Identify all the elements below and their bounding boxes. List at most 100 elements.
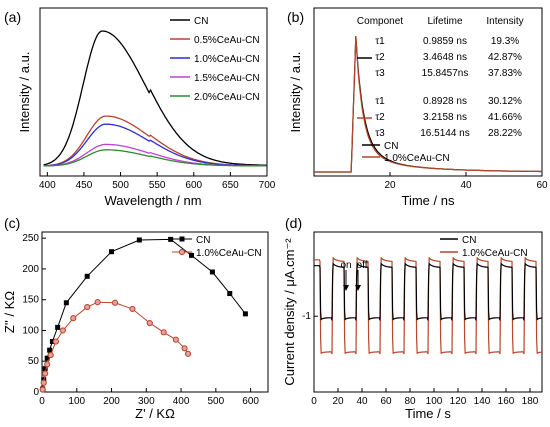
panel-d-legend-label: CN <box>462 235 476 246</box>
panel-c-data-point <box>184 350 192 357</box>
panel-c-x-tick-label: 100 <box>68 396 85 407</box>
panel-c-legend-marker <box>179 236 185 242</box>
panel-c-xlabel: Z' / KΩ <box>135 406 175 421</box>
panel-b-table-cell: 15.8457ns <box>422 68 469 79</box>
panel-a-legend-label: 1.5%CeAu-CN <box>194 73 260 84</box>
panel-c-plot <box>39 236 248 393</box>
panel-b-legend: CN1.0%CeAu-CN <box>362 141 450 164</box>
panel-a-x-tick-label: 650 <box>222 180 239 191</box>
panel-b-table-cell: 0.8928 ns <box>423 96 467 107</box>
panel-c-data-point <box>146 319 153 327</box>
panel-b-table-cell: τ2 <box>375 52 385 63</box>
panel-c-x-tick-label: 300 <box>138 396 155 407</box>
panel-d-series-line <box>314 256 542 355</box>
panel-c-data-point <box>59 327 66 334</box>
panel-d-x-tick-label: 160 <box>498 396 515 407</box>
panel-d-label: (d) <box>285 215 302 231</box>
panel-d-annotation-off: off <box>357 260 368 271</box>
panel-c-data-point <box>39 386 46 393</box>
panel-c-y-tick-label: 250 <box>22 233 39 244</box>
panel-c-data-point <box>109 249 115 255</box>
panel-b-table-cell: 0.9859 ns <box>423 36 467 47</box>
panel-c-data-point <box>168 236 174 242</box>
panel-d-xlabel: Time / s <box>405 406 451 421</box>
panel-b-plot <box>314 35 542 173</box>
panel-b-table-cell: τ2 <box>375 112 385 123</box>
panel-c-data-point <box>47 351 54 359</box>
panel-b-legend-label: 1.0%CeAu-CN <box>384 153 450 164</box>
panel-a-legend: CN 0.5%CeAu-CN 1.0%CeAu-CN 1.5%CeAu-CN 2.0%C… <box>170 16 260 103</box>
panel-c-series-line <box>42 301 189 390</box>
panel-a-x-tick-label: 700 <box>259 180 276 191</box>
panel-b-table-cell: τ1 <box>375 36 385 47</box>
panel-c-y-tick-label: 200 <box>22 264 39 275</box>
panel-b-label: (b) <box>287 9 304 25</box>
panel-a-x-tick-label: 450 <box>76 180 93 191</box>
panel-d-x-tick-label: 100 <box>426 396 443 407</box>
panel-b-table-cell: 42.87% <box>488 52 522 63</box>
panel-c-x-tick-label: 200 <box>103 396 120 407</box>
panel-c-frame <box>41 231 269 393</box>
panel-c-data-point <box>42 370 49 377</box>
panel-c-data-point <box>129 305 136 313</box>
panel-c-data-point <box>44 361 51 368</box>
panel-a-legend-label: 1.0%CeAu-CN <box>194 54 260 65</box>
panel-d-x-tick-label: 0 <box>311 396 317 407</box>
panel-c-data-point <box>94 299 101 306</box>
panel-c-ylabel: Z'' / KΩ <box>2 291 17 333</box>
panel-a-series-line <box>43 143 267 167</box>
panel-c-data-point <box>70 315 77 322</box>
panel-b-table-cell: τ1 <box>375 96 385 107</box>
panel-d-arrowhead-off <box>355 285 361 291</box>
panel-c-data-point <box>42 366 48 372</box>
panel-d-frame <box>313 231 543 393</box>
panel-b-table-cell: 37.83% <box>488 68 522 79</box>
panel-a-x-axis: 400 450 500 550 600 650 700 <box>39 172 276 191</box>
panel-a-label: (a) <box>4 9 21 25</box>
panel-b-table-header: Componet <box>357 16 403 27</box>
panel-c-x-tick-label: 0 <box>39 396 45 407</box>
panel-d-x-tick-label: 40 <box>356 396 368 407</box>
panel-c-data-point <box>111 299 119 306</box>
panel-c-y-tick-label: 100 <box>22 325 39 336</box>
panel-d-y-tick-label: -1 <box>302 311 311 322</box>
panel-d-annotations: on off <box>340 260 368 291</box>
panel-b-table-cell: 3.4648 ns <box>423 52 467 63</box>
panel-a-series-line <box>43 149 267 167</box>
panel-b-table-cell: 3.2158 ns <box>423 112 467 123</box>
panel-a-x-tick-label: 550 <box>149 180 166 191</box>
panel-b-x-tick-label: 60 <box>536 180 548 191</box>
panel-b-legend-label: CN <box>384 141 398 152</box>
panel-c-data-point <box>40 379 47 386</box>
panel-b-table-cell: τ3 <box>375 128 385 139</box>
panel-a-ylabel: Intensity / a.u. <box>17 52 32 133</box>
panel-c-data-point <box>84 273 90 279</box>
panel-c-y-tick-label: 0 <box>33 387 39 398</box>
panel-d-axes: 0 20 40 60 80 100 120 140 160 180 -1 <box>302 311 539 407</box>
panel-d-arrowhead-on <box>343 285 349 291</box>
panel-c-x-tick-label: 400 <box>173 396 190 407</box>
panel-c-legend-marker <box>178 248 186 256</box>
panel-c-data-point <box>52 338 60 345</box>
panel-c-x-tick-label: 600 <box>242 396 259 407</box>
panel-c-y-tick-label: 50 <box>28 356 40 367</box>
panel-a: (a) 400 450 500 550 600 650 700 Wavelength / n… <box>4 7 276 208</box>
panel-b-table-cell: 30.12% <box>488 96 522 107</box>
panel-c-y-tick-label: 150 <box>22 295 39 306</box>
panel-b-table-cell: 16.5144 ns <box>420 128 470 139</box>
panel-c-x-tick-label: 500 <box>208 396 225 407</box>
panel-c-data-point <box>84 303 91 311</box>
panel-b-x-axis: 20 40 60 <box>384 172 548 191</box>
panel-a-series-line <box>43 115 267 167</box>
panel-d-x-tick-label: 140 <box>474 396 491 407</box>
panel-d-x-tick-label: 60 <box>380 396 392 407</box>
panel-d-x-tick-label: 20 <box>332 396 344 407</box>
panel-a-series-line <box>43 30 267 166</box>
panel-c-axes: 0 100 200 300 400 500 600 0 50 100 150 200 250 <box>22 233 259 407</box>
panel-c-data-point <box>49 339 55 345</box>
panel-c-label: (c) <box>4 215 20 231</box>
panel-d-ylabel: Current density / μA.cm⁻² <box>282 238 297 386</box>
panel-d-annotation-on: on <box>340 260 351 271</box>
panel-b: (b) 20 40 60 Time / ns Intensity / a.u. Co… <box>287 7 548 208</box>
